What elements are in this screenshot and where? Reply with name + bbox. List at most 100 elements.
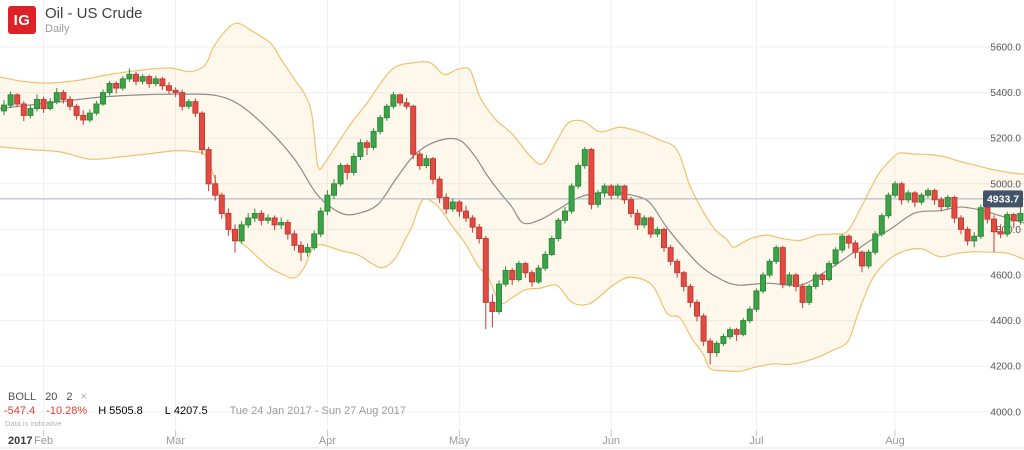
candle [700,313,707,347]
date-range: Tue 24 Jan 2017 - Sun 27 Aug 2017 [229,405,406,417]
chart-header: IG Oil - US Crude Daily [8,6,143,35]
candle [331,179,337,199]
y-axis-label: 4600.0 [990,271,1021,282]
candle [958,215,964,235]
month-gridlines [43,0,896,437]
period-change-pct: -10.28% [46,405,88,417]
candle [687,283,694,308]
candle [496,280,502,315]
candle [14,93,21,108]
bollinger-middle-line [0,93,1024,287]
indicator-name: BOLL [8,391,37,403]
month-label: Feb [34,435,53,447]
candle [113,81,120,94]
candle [614,183,621,198]
candle [845,234,852,249]
disclaimer-text: Data is indicative [5,419,62,428]
candle [707,338,714,365]
y-axis-label: 5600.0 [990,43,1021,54]
y-axis-label: 4400.0 [990,316,1021,327]
candle [542,251,549,271]
candle [67,96,73,111]
candle [885,192,892,219]
candle [515,260,522,282]
candle [826,260,832,282]
candle [786,272,793,287]
indicator-deviation: 2 [66,391,73,403]
indicator-period: 20 [45,391,58,403]
y-axis-label: 5200.0 [990,134,1021,145]
candle [925,187,931,198]
candle [166,82,172,95]
candle [476,223,483,244]
candle [740,317,747,337]
candle [212,175,219,201]
candle [892,181,898,198]
candle [133,71,139,86]
candle [806,283,813,306]
instrument-title: Oil - US Crude [45,5,143,22]
candle [317,207,324,238]
candle [878,213,885,237]
candle [773,245,780,265]
candle [911,191,918,208]
candle [595,190,601,208]
candle [139,73,146,85]
candle [377,114,384,135]
candle [152,75,159,87]
candle [225,208,232,236]
candle [456,200,463,217]
candle [991,215,997,252]
bollinger-lower-line [0,146,1024,373]
candle [667,244,674,266]
year-label: 2017 [8,435,32,447]
candle [27,105,34,119]
candle [793,273,799,292]
candle [232,224,238,253]
candle [430,156,436,185]
candle [634,209,641,230]
candle [621,184,628,204]
month-label: May [449,435,470,447]
current-price-badge: 4933.7 [983,190,1023,208]
candle [238,221,245,244]
candle [34,94,40,112]
candle [694,299,700,322]
candle [839,233,846,253]
candle [964,226,971,246]
candle [727,327,733,340]
timeframe-label: Daily [45,23,70,35]
candle [192,98,199,118]
indicator-legend: BOLL 20 2 × [8,391,87,403]
candle [298,241,304,261]
candlestick-series [1,68,1024,365]
candle [918,192,925,205]
remove-indicator-icon[interactable]: × [80,391,87,403]
candle [984,205,991,224]
bollinger-upper-line [0,22,1024,248]
candle [410,104,417,160]
candle [245,212,252,229]
candle [350,153,357,176]
y-axis-label: 5400.0 [990,88,1021,99]
month-label: Jun [602,435,620,447]
candle [819,273,826,286]
candle [977,204,984,239]
bollinger-fill [0,23,1024,372]
candle [278,217,285,229]
candle [106,80,113,96]
candle [47,98,54,111]
candle [370,128,377,151]
candle [251,208,258,223]
candle [733,327,740,341]
candle [753,288,760,312]
candle [812,272,819,290]
candle [199,111,205,155]
candle [575,162,582,189]
candle [53,88,60,105]
candle [654,226,661,238]
candle [416,151,423,170]
candle [562,207,568,224]
